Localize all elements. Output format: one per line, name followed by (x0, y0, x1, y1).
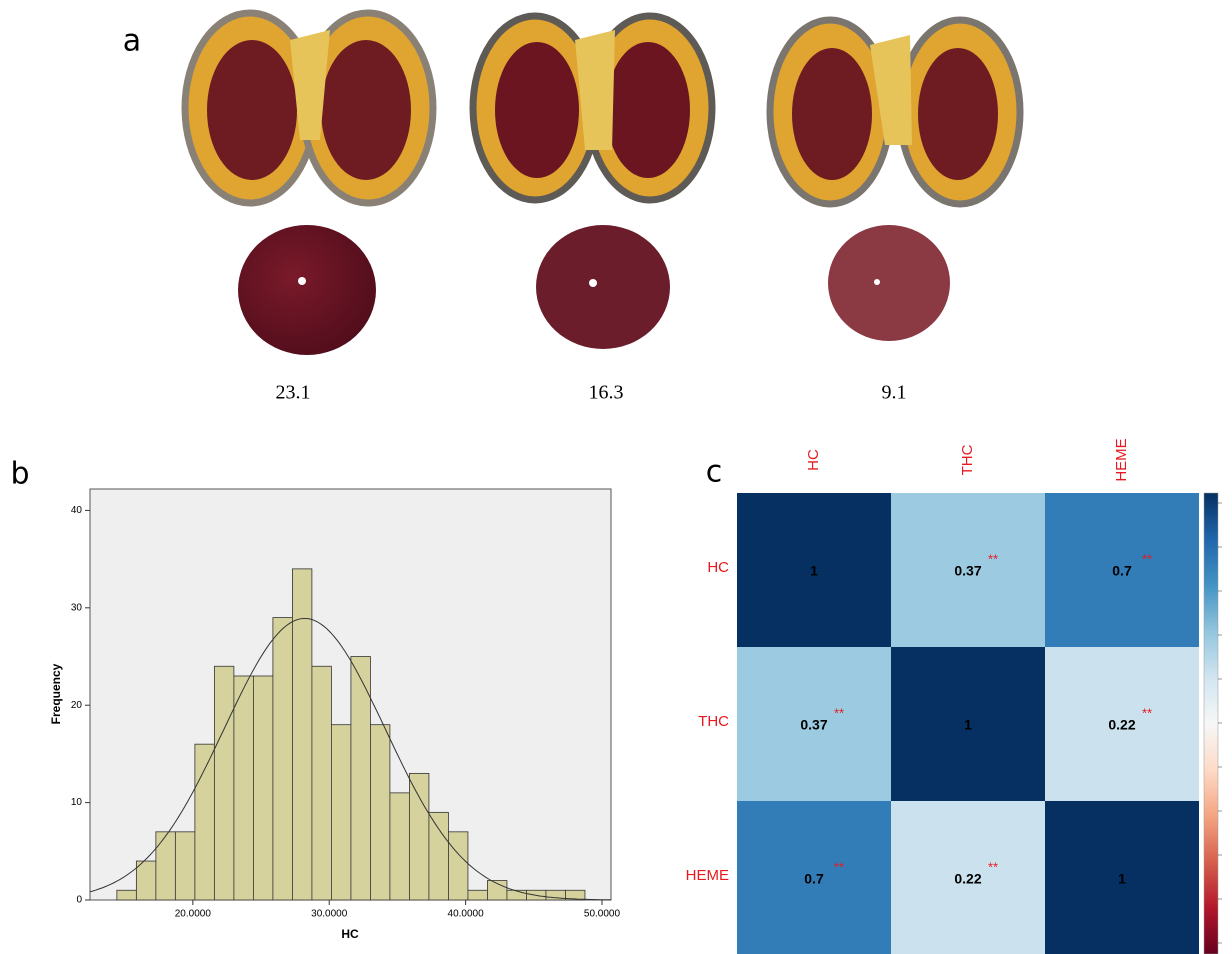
bar (390, 793, 410, 900)
cell-value: 0.37 (800, 717, 827, 733)
bar (175, 832, 195, 900)
cell-value: 1 (810, 563, 818, 579)
cell-value: 0.22 (1108, 717, 1135, 733)
caption: 16.3 (589, 382, 624, 404)
blood-photo (828, 225, 950, 341)
x-tick-label: 40.0000 (448, 909, 485, 920)
row-label: HEME (686, 867, 729, 884)
y-axis-label: Frequency (49, 663, 63, 724)
cell-value: 0.37 (954, 563, 981, 579)
bar (195, 744, 215, 900)
bar (409, 773, 429, 900)
y-tick-label: 20 (71, 700, 83, 711)
column-label: HC (805, 449, 822, 471)
bar (253, 676, 273, 900)
shell-photo (770, 20, 1020, 204)
x-axis-label: HC (341, 927, 359, 941)
x-tick-label: 50.0000 (584, 909, 621, 920)
shell-photo (473, 16, 712, 200)
cell-value: 0.22 (954, 871, 981, 887)
bar (234, 676, 254, 900)
y-tick-label: 0 (76, 895, 82, 906)
y-tick-label: 40 (71, 505, 83, 516)
significance: ** (834, 859, 844, 874)
bar (312, 666, 332, 900)
column-label: THC (959, 444, 976, 475)
significance: ** (988, 551, 998, 566)
panel-label: b (10, 457, 29, 492)
bar (214, 666, 234, 900)
bar (448, 832, 468, 900)
bar (429, 812, 449, 900)
bar (468, 890, 488, 900)
x-tick-label: 20.0000 (175, 909, 212, 920)
bar (156, 832, 176, 900)
bar (117, 890, 137, 900)
panel-label: c (706, 455, 723, 490)
row-label: THC (698, 713, 729, 730)
caption: 9.1 (882, 382, 907, 404)
significance: ** (1142, 551, 1152, 566)
row-label: HC (707, 559, 729, 576)
cell-value: 0.7 (1112, 563, 1132, 579)
significance: ** (988, 859, 998, 874)
blood-photo (536, 225, 670, 349)
bar (370, 725, 390, 900)
significance: ** (1142, 705, 1152, 720)
y-tick-label: 10 (71, 797, 83, 808)
cell-value: 1 (964, 717, 972, 733)
shell-photo (185, 13, 433, 203)
x-tick-label: 30.0000 (311, 909, 348, 920)
caption: 23.1 (276, 382, 311, 404)
colorbar (1204, 493, 1218, 954)
cell-value: 1 (1118, 871, 1126, 887)
bar (136, 861, 156, 900)
figure: a 23.1 16.3 9.1 b 0 10 20 30 40 20.0000 30.0000 40.… (0, 0, 1232, 954)
y-tick-label: 30 (71, 602, 83, 613)
cell-value: 0.7 (804, 871, 824, 887)
page: a 23.1 16.3 9.1 b 0 10 20 30 40 20.0000 30.0000 40.… (0, 0, 1232, 954)
column-label: HEME (1113, 438, 1130, 481)
panel-label: a (123, 24, 141, 59)
bar (331, 725, 351, 900)
bar (273, 618, 293, 900)
significance: ** (834, 705, 844, 720)
blood-photo (238, 225, 376, 355)
bar (507, 890, 527, 900)
